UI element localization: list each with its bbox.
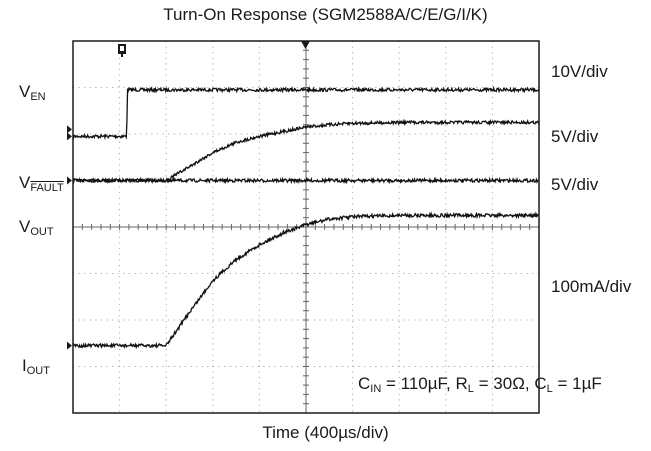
ref-arrow-vfault (67, 125, 72, 134)
scale-label-vout: 5V/div (551, 175, 599, 194)
channel-label-iout: IOUT (22, 356, 50, 377)
trace-iout (72, 211, 540, 350)
ref-arrow-iout (67, 341, 72, 350)
ref-arrow-vout (67, 176, 72, 185)
trigger-time-marker (301, 41, 310, 49)
trace-vout (72, 118, 540, 185)
channel-ref-arrows (67, 125, 72, 350)
scope-markers (118, 41, 310, 57)
scale-label-ven: 10V/div (551, 62, 608, 81)
scale-label-vfault: 5V/div (551, 127, 599, 146)
ref-arrow-ven (67, 132, 72, 141)
channel-label-vout: VOUT (19, 217, 54, 238)
scale-label-iout: 100mA/div (551, 277, 632, 296)
chart-title: Turn-On Response (SGM2588A/C/E/G/I/K) (163, 5, 488, 24)
channel-label-ven: VEN (19, 82, 46, 103)
x-axis-label: Time (400µs/div) (262, 423, 389, 442)
trigger-flag-icon (118, 44, 126, 57)
trace-ven (72, 85, 540, 141)
test-conditions-annotation: CIN = 110µF, RL = 30Ω, CL = 1µF (358, 374, 602, 395)
channel-label-vfault: VFAULT (19, 173, 64, 194)
scope-grid (72, 40, 540, 414)
scope-traces (72, 85, 540, 350)
